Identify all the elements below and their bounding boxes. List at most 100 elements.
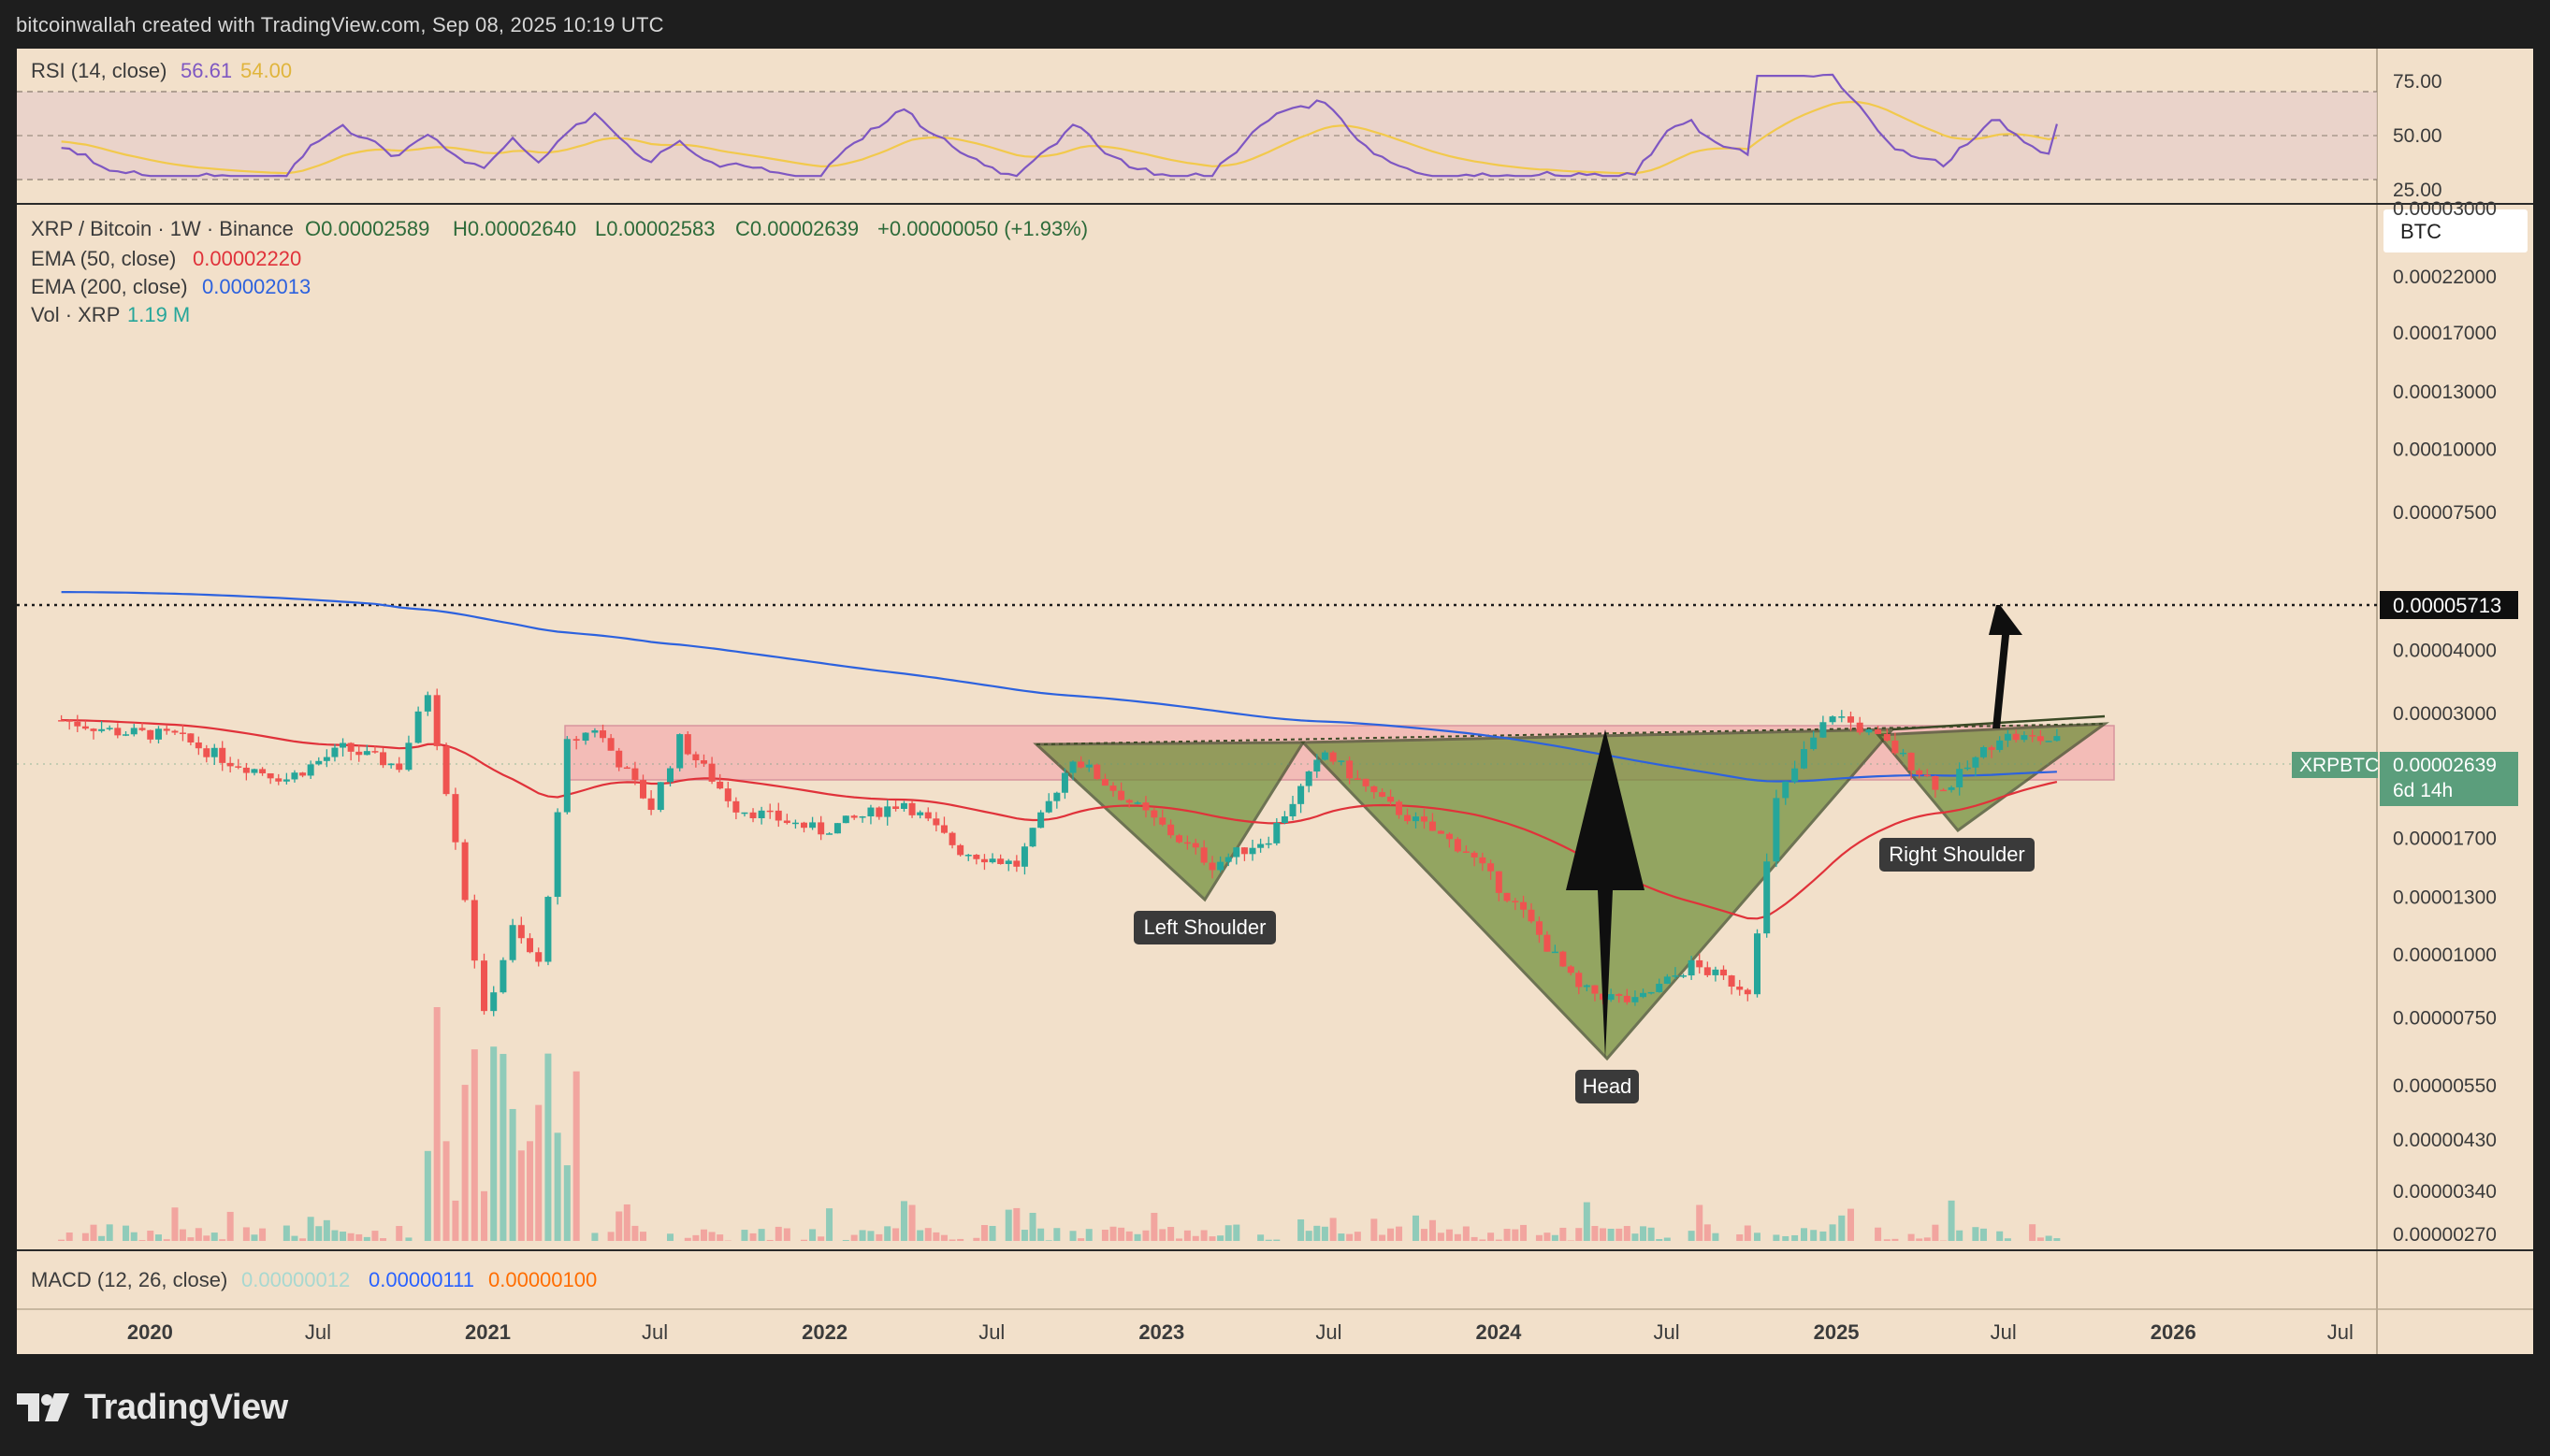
volume-bar	[251, 1234, 258, 1241]
time-axis[interactable]: 2020 Jul 2021 Jul 2022 Jul 2023 Jul 2024 Jul 2025 J…	[127, 1320, 2354, 1344]
rsi-axis-label-50: 50.00	[2393, 125, 2442, 147]
candle-body	[717, 781, 724, 789]
candle-body	[1005, 860, 1012, 864]
candle-body	[1623, 995, 1630, 1002]
volume-bar	[1520, 1224, 1528, 1241]
candle-body	[340, 742, 347, 748]
volume-bar	[65, 1233, 73, 1241]
candle-body	[2004, 733, 2011, 741]
volume-bar	[1192, 1235, 1199, 1241]
chart-svg[interactable]: 75.00 50.00 25.00 XRP / Bitcoin · 1W ·	[17, 49, 2533, 1354]
chart-frame[interactable]: 75.00 50.00 25.00 XRP / Bitcoin · 1W ·	[17, 49, 2533, 1354]
volume-bar	[1118, 1227, 1125, 1241]
time-axis-label: Jul	[1315, 1320, 1341, 1344]
right-shoulder-triangle	[1875, 722, 2109, 833]
price-axis[interactable]: BTC 0.00003000 0.00022000 0.00017000 0.0001…	[2292, 198, 2528, 1246]
price-axis-label: 0.00000340	[2393, 1181, 2497, 1203]
volume-bar	[2053, 1238, 2061, 1241]
candle-body	[1053, 792, 1061, 801]
candle-body	[387, 763, 395, 766]
candle-body	[2021, 735, 2028, 741]
macd-histogram-value: 0.00000012	[241, 1268, 350, 1291]
volume-bar	[1819, 1231, 1827, 1241]
candle-body	[123, 734, 130, 736]
neckline	[1036, 723, 2106, 745]
volume-bar	[1495, 1239, 1502, 1241]
volume-bar	[226, 1211, 234, 1241]
candle-body	[2036, 736, 2044, 742]
volume-bar	[1503, 1229, 1511, 1241]
ema50-label: EMA (50, close)	[31, 247, 176, 270]
candle-body	[58, 720, 65, 722]
candle-body	[933, 818, 940, 826]
candle-body	[1289, 803, 1297, 816]
volume-bar	[1329, 1218, 1337, 1241]
candle-body	[647, 798, 655, 811]
price-axis-label: 0.00000430	[2393, 1130, 2497, 1151]
volume-bar	[766, 1239, 774, 1241]
rsi-axis: 75.00 50.00 25.00	[2393, 71, 2442, 201]
volume-bar	[1217, 1235, 1224, 1241]
volume-bar	[1680, 1244, 1687, 1250]
candle-body	[1069, 761, 1077, 773]
volume-bar	[307, 1217, 314, 1241]
ema200-label: EMA (200, close)	[31, 275, 188, 298]
candle-body	[114, 728, 122, 736]
candle-body	[323, 757, 330, 761]
volume-bar	[997, 1242, 1004, 1250]
candle-body	[1125, 800, 1133, 803]
volume-bar	[187, 1237, 195, 1241]
volume-bar	[965, 1241, 972, 1250]
candle-body	[1462, 851, 1470, 853]
candle-body	[1744, 989, 1751, 995]
volume-bar	[315, 1226, 323, 1241]
candle-body	[1883, 733, 1891, 741]
candle-body	[1754, 933, 1761, 995]
volume-bar	[1445, 1229, 1453, 1241]
candle-body	[1615, 994, 1623, 996]
candle-body	[1567, 966, 1574, 973]
candle-body	[1972, 757, 1979, 768]
candle-body	[1412, 816, 1419, 822]
volume-bar	[833, 1240, 841, 1241]
volume-bar	[1720, 1243, 1727, 1250]
ema50-value: 0.00002220	[193, 247, 301, 270]
volume-bar	[623, 1204, 630, 1241]
volume-bar	[1428, 1219, 1436, 1241]
volume-bar	[908, 1204, 916, 1241]
volume-bar	[179, 1229, 186, 1241]
candle-body	[1013, 860, 1021, 867]
volume-bar	[387, 1240, 395, 1241]
candle-body	[1663, 976, 1671, 985]
candle-body	[380, 752, 387, 766]
candle-body	[1159, 817, 1166, 825]
current-price-badge	[2380, 752, 2518, 806]
candle-body	[1021, 846, 1028, 867]
candle-body	[1763, 861, 1771, 934]
currency-badge[interactable]	[2383, 209, 2528, 252]
candle-body	[500, 959, 507, 993]
target-level-value: 0.00005713	[2393, 594, 2501, 617]
candle-body	[1899, 752, 1906, 755]
volume-bar	[607, 1232, 615, 1241]
volume-bar	[640, 1232, 647, 1241]
left-shoulder-triangle	[1033, 741, 1306, 902]
candle-body	[259, 769, 267, 773]
candle-body	[867, 807, 875, 816]
volume-bar	[1615, 1228, 1623, 1241]
volume-bar	[1354, 1232, 1361, 1241]
volume-bar	[1159, 1229, 1166, 1241]
volume-bar	[1037, 1228, 1045, 1241]
tradingview-footer[interactable]: TradingView	[17, 1386, 288, 1429]
volume-bar	[1396, 1226, 1403, 1241]
candle-body	[452, 794, 459, 843]
candle-body	[1329, 752, 1337, 762]
candle-body	[692, 754, 700, 761]
candle-body	[783, 820, 790, 824]
candle-body	[1183, 842, 1191, 844]
candle-body	[1101, 778, 1108, 786]
candle-body	[1487, 863, 1495, 872]
volume-bar	[1224, 1225, 1232, 1241]
candle-body	[666, 768, 674, 783]
volume-bar	[591, 1233, 599, 1241]
